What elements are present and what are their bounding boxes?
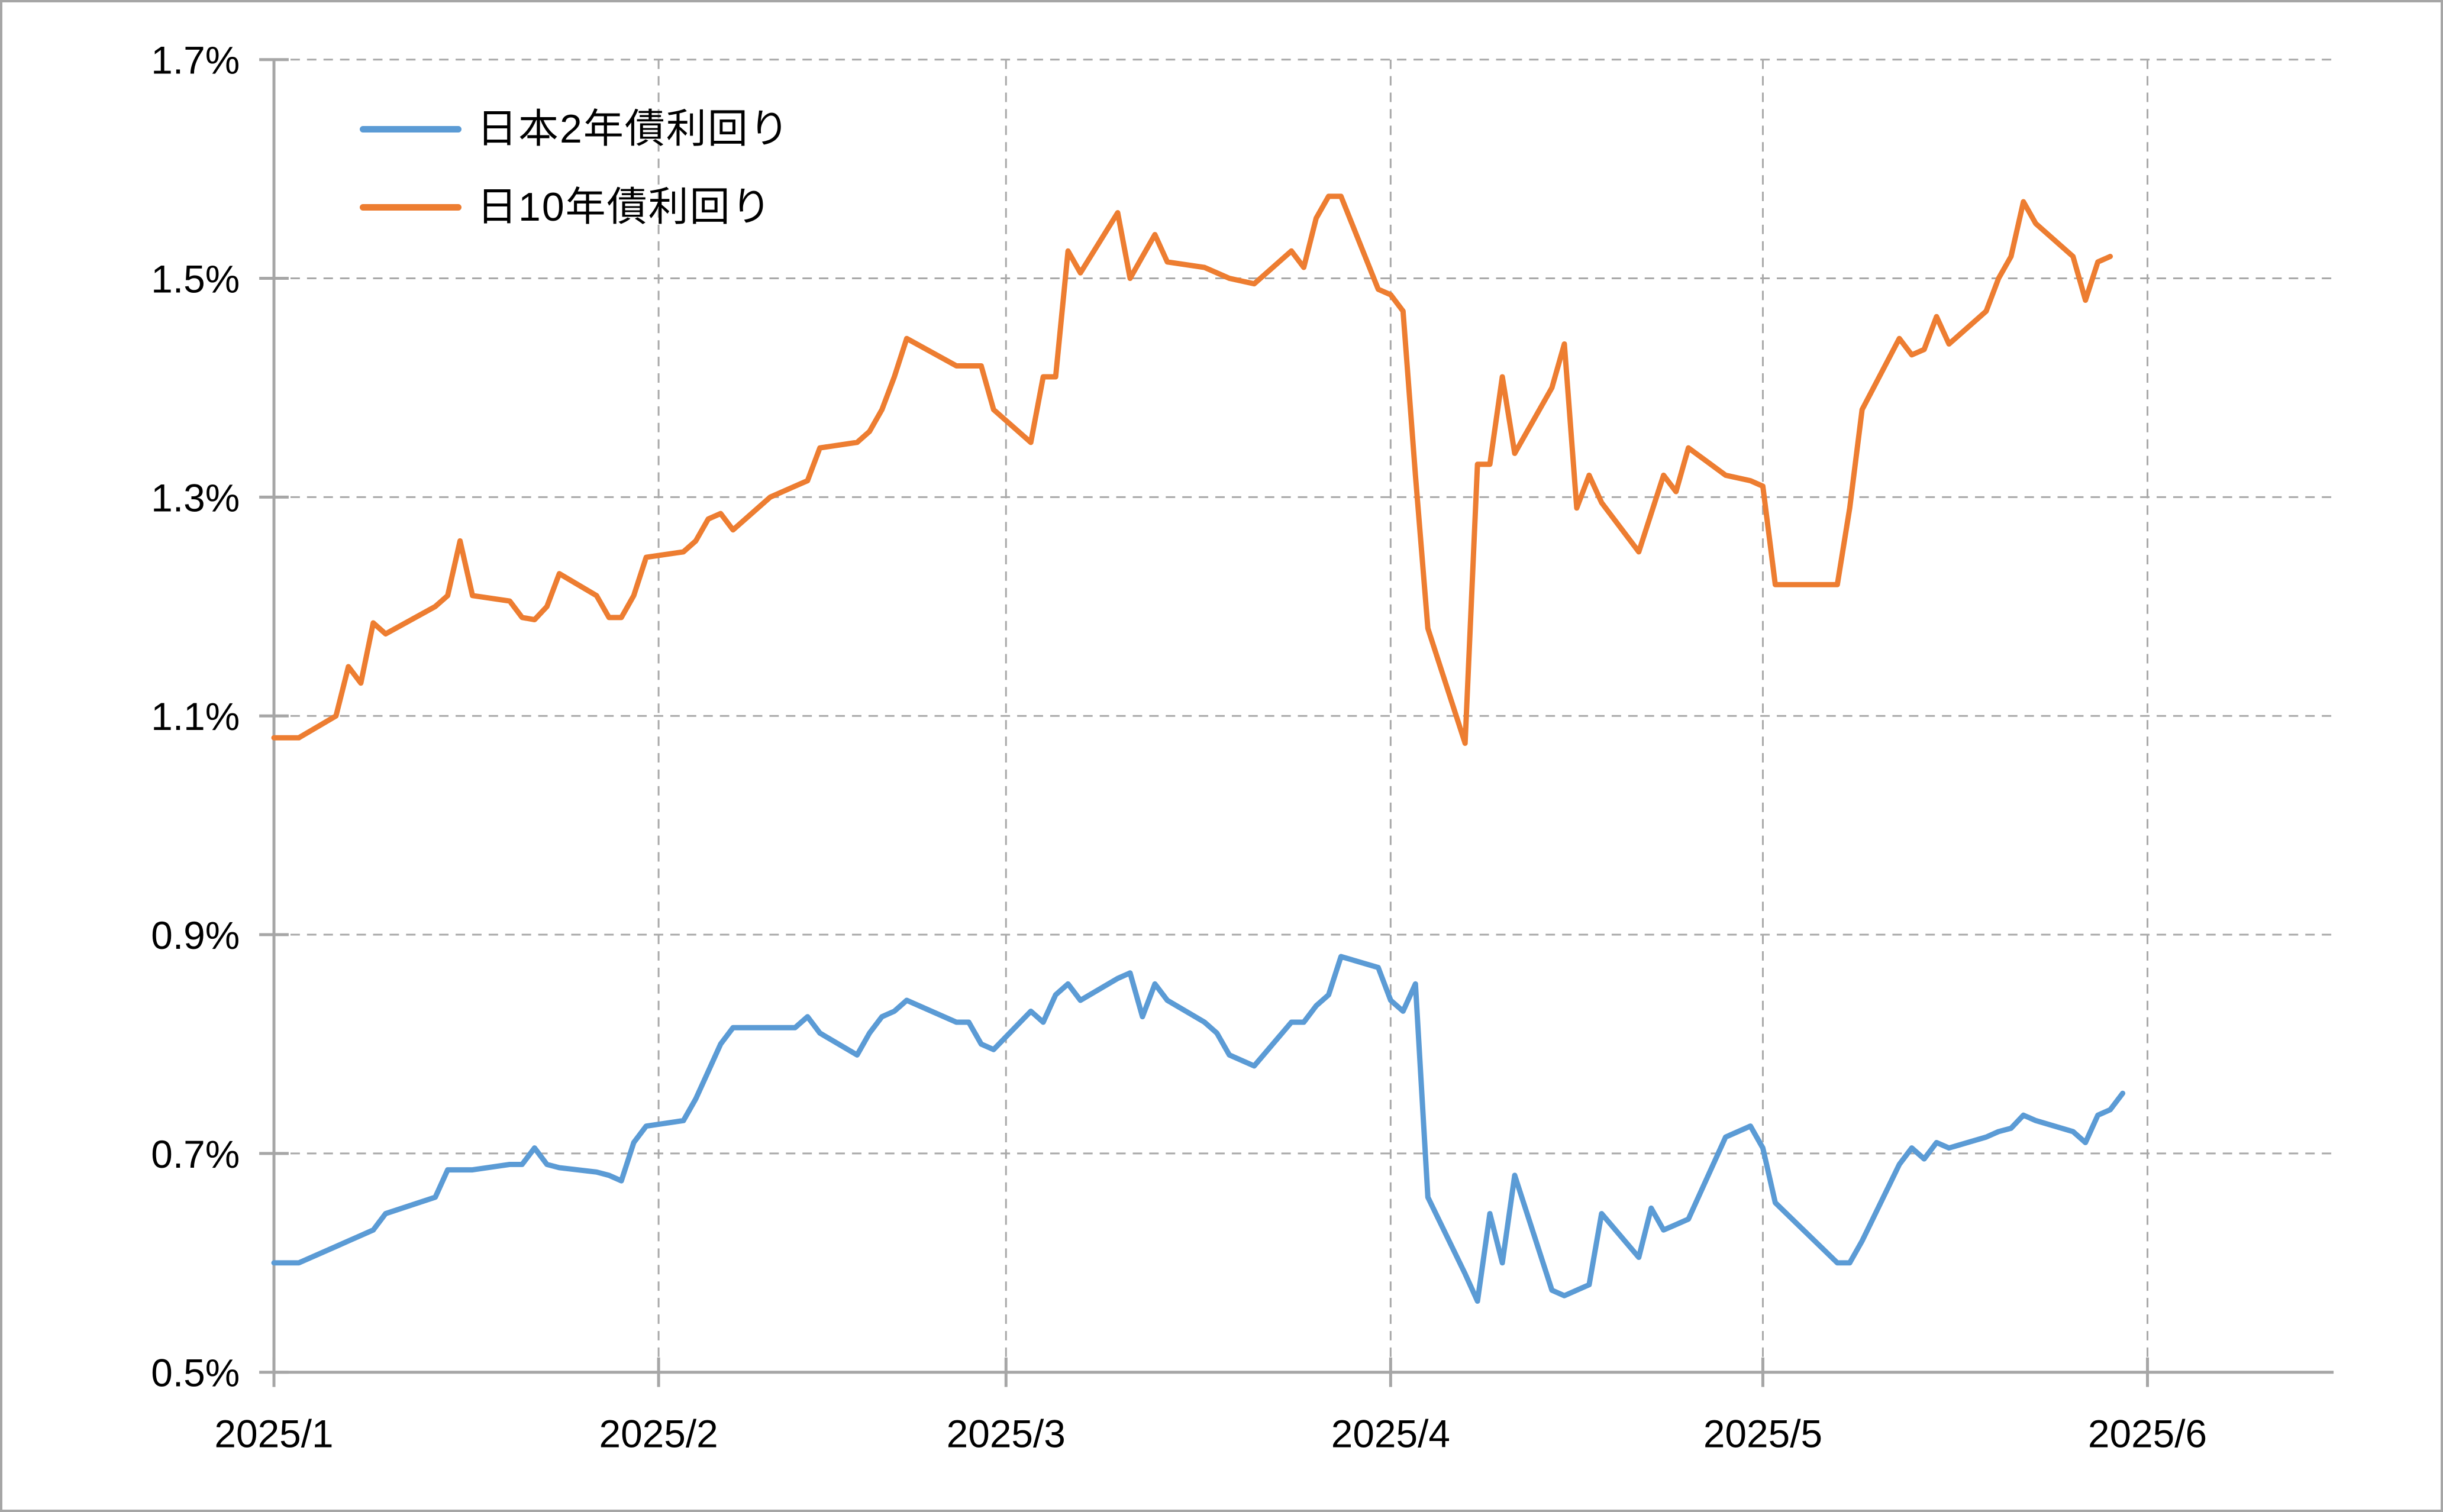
y-tick-label: 1.5% bbox=[151, 257, 240, 301]
jp2y-series-line bbox=[271, 954, 2126, 1304]
x-tick-label: 2025/2 bbox=[599, 1411, 718, 1455]
x-tick-label: 2025/4 bbox=[1331, 1411, 1450, 1455]
legend: 日本2年債利回り 日10年債利回り bbox=[360, 103, 790, 233]
x-tick-label: 2025/6 bbox=[2088, 1411, 2207, 1455]
legend-label-jp10y: 日10年債利回り bbox=[477, 185, 773, 230]
legend-label-jp2y: 日本2年債利回り bbox=[477, 106, 790, 151]
y-tick-label: 1.7% bbox=[151, 38, 240, 82]
jp2y-line-swatch-icon bbox=[360, 125, 462, 133]
legend-item-jp10y: 日10年債利回り bbox=[360, 181, 790, 233]
y-tick-label: 1.3% bbox=[151, 476, 240, 519]
y-tick-label: 0.5% bbox=[151, 1351, 240, 1395]
jp10y-series-line bbox=[271, 193, 2113, 746]
y-tick-label: 1.1% bbox=[151, 694, 240, 738]
legend-item-jp2y: 日本2年債利回り bbox=[360, 103, 790, 155]
y-tick-label: 0.7% bbox=[151, 1132, 240, 1176]
x-tick-label: 2025/3 bbox=[947, 1411, 1066, 1455]
x-tick-label: 2025/1 bbox=[214, 1411, 333, 1455]
jp10y-line-swatch-icon bbox=[360, 203, 462, 211]
x-tick-label: 2025/5 bbox=[1703, 1411, 1822, 1455]
y-tick-label: 0.9% bbox=[151, 913, 240, 957]
